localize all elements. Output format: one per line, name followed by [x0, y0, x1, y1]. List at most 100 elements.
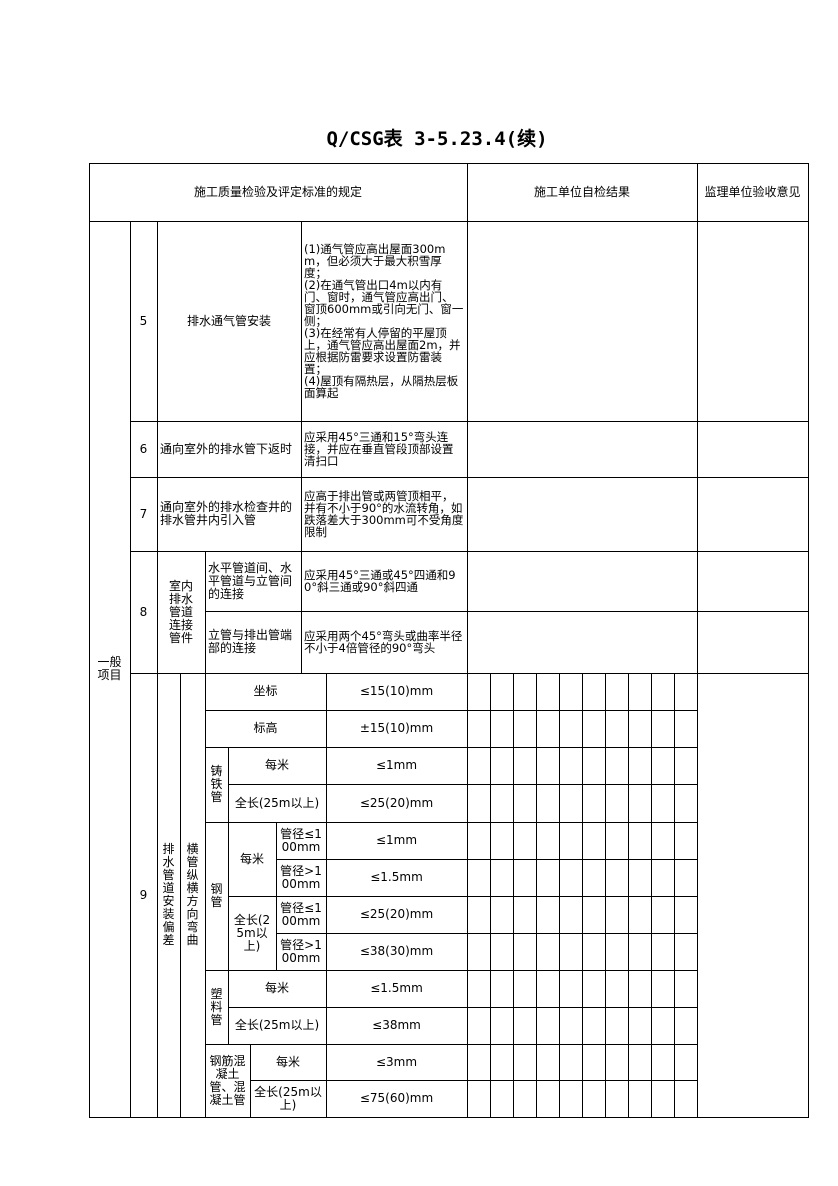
check-cell [513, 1080, 537, 1118]
check-cell [559, 822, 583, 860]
tolerance: ≤1.5mm [326, 859, 468, 897]
check-item: 全长(25m以上) [228, 896, 277, 971]
check-cell [628, 859, 652, 897]
check-cell [605, 970, 629, 1008]
sub-item: 立管与排出管端部的连接 [205, 611, 302, 674]
check-cell [536, 896, 560, 934]
opinion-cell [697, 611, 809, 674]
check-cell [605, 1044, 629, 1081]
check-item: 坐标 [205, 673, 327, 711]
check-cell [490, 784, 514, 823]
check-cell [674, 970, 698, 1008]
check-cell [605, 859, 629, 897]
check-cell [490, 1044, 514, 1081]
check-cell [605, 747, 629, 785]
check-cell [490, 1080, 514, 1118]
check-cell [559, 747, 583, 785]
tolerance: ≤38(30)mm [326, 933, 468, 971]
check-cell [536, 933, 560, 971]
check-cell [536, 1007, 560, 1045]
sub-item: 水平管道间、水平管道与立管间的连接 [205, 551, 302, 612]
check-cell [513, 933, 537, 971]
check-cell [536, 1080, 560, 1118]
check-cell [674, 933, 698, 971]
check-cell [490, 970, 514, 1008]
check-item: 全长(25m以上) [228, 1007, 327, 1045]
check-cell [628, 933, 652, 971]
check-cell [490, 859, 514, 897]
standard: 应采用两个45°弯头或曲率半径不小于4倍管径的90°弯头 [301, 611, 468, 674]
check-cell [536, 710, 560, 748]
tolerance: ≤1.5mm [326, 970, 468, 1008]
row-number: 5 [130, 221, 158, 422]
tolerance: ≤38mm [326, 1007, 468, 1045]
result-cell [467, 551, 698, 612]
check-item: 每米 [250, 1044, 327, 1081]
check-cell [651, 1080, 675, 1118]
check-cell [513, 859, 537, 897]
check-cell [536, 1044, 560, 1081]
check-cell [651, 673, 675, 711]
check-item: 标高 [205, 710, 327, 748]
check-cell [582, 970, 606, 1008]
check-cell [628, 784, 652, 823]
standard: 应采用45°三通和15°弯头连接，并应在垂直管段顶部设置清扫口 [301, 421, 468, 478]
check-cell [605, 710, 629, 748]
check-cell [674, 1044, 698, 1081]
check-cell [467, 747, 491, 785]
check-cell [490, 822, 514, 860]
check-cell [559, 859, 583, 897]
check-cell [651, 970, 675, 1008]
check-cell [605, 784, 629, 823]
check-cell [490, 747, 514, 785]
pipe-type: 钢管 [205, 822, 229, 971]
check-cell [628, 673, 652, 711]
standard: 应采用45°三通或45°四通和90°斜三通或90°斜四通 [301, 551, 468, 612]
check-cell [582, 1007, 606, 1045]
check-cell [674, 859, 698, 897]
tolerance: ≤25(20)mm [326, 784, 468, 823]
row-number: 8 [130, 551, 158, 674]
check-cell [582, 710, 606, 748]
check-cell [536, 673, 560, 711]
check-cell [536, 784, 560, 823]
check-cell [582, 1080, 606, 1118]
check-cell [513, 673, 537, 711]
check-cell [559, 933, 583, 971]
check-cell [651, 784, 675, 823]
tolerance: ≤3mm [326, 1044, 468, 1081]
tolerance: ≤75(60)mm [326, 1080, 468, 1118]
standard-line: (4)屋顶有隔热层，从隔热层板面算起 [304, 374, 459, 400]
check-cell [582, 784, 606, 823]
pipe-type: 铸铁管 [205, 747, 229, 823]
row-number: 6 [130, 421, 158, 478]
check-cell [651, 747, 675, 785]
check-cell [674, 747, 698, 785]
check-cell [467, 859, 491, 897]
item-name: 室内排水管道连接管件 [157, 551, 206, 674]
item-name: 排水管道安装偏差 [157, 673, 181, 1118]
check-cell [559, 673, 583, 711]
result-cell [467, 611, 698, 674]
check-cell [605, 673, 629, 711]
check-cell [628, 1044, 652, 1081]
check-cell [674, 784, 698, 823]
column-header: 监理单位验收意见 [697, 163, 809, 222]
column-header: 施工质量检验及评定标准的规定 [89, 163, 468, 222]
check-cell [513, 784, 537, 823]
check-cell [467, 1044, 491, 1081]
item-name: 通向室外的排水管下返时 [157, 421, 302, 478]
check-cell [513, 1007, 537, 1045]
check-cell [467, 1080, 491, 1118]
check-cell [467, 822, 491, 860]
check-cell [605, 822, 629, 860]
tolerance: ≤1mm [326, 747, 468, 785]
check-cell [628, 710, 652, 748]
opinion-cell [697, 673, 809, 1118]
check-cell [628, 970, 652, 1008]
check-cell [536, 822, 560, 860]
check-cell [559, 970, 583, 1008]
result-cell [467, 421, 698, 478]
check-cell [628, 747, 652, 785]
pipe-type: 钢筋混凝土管、混凝土管 [205, 1044, 251, 1118]
